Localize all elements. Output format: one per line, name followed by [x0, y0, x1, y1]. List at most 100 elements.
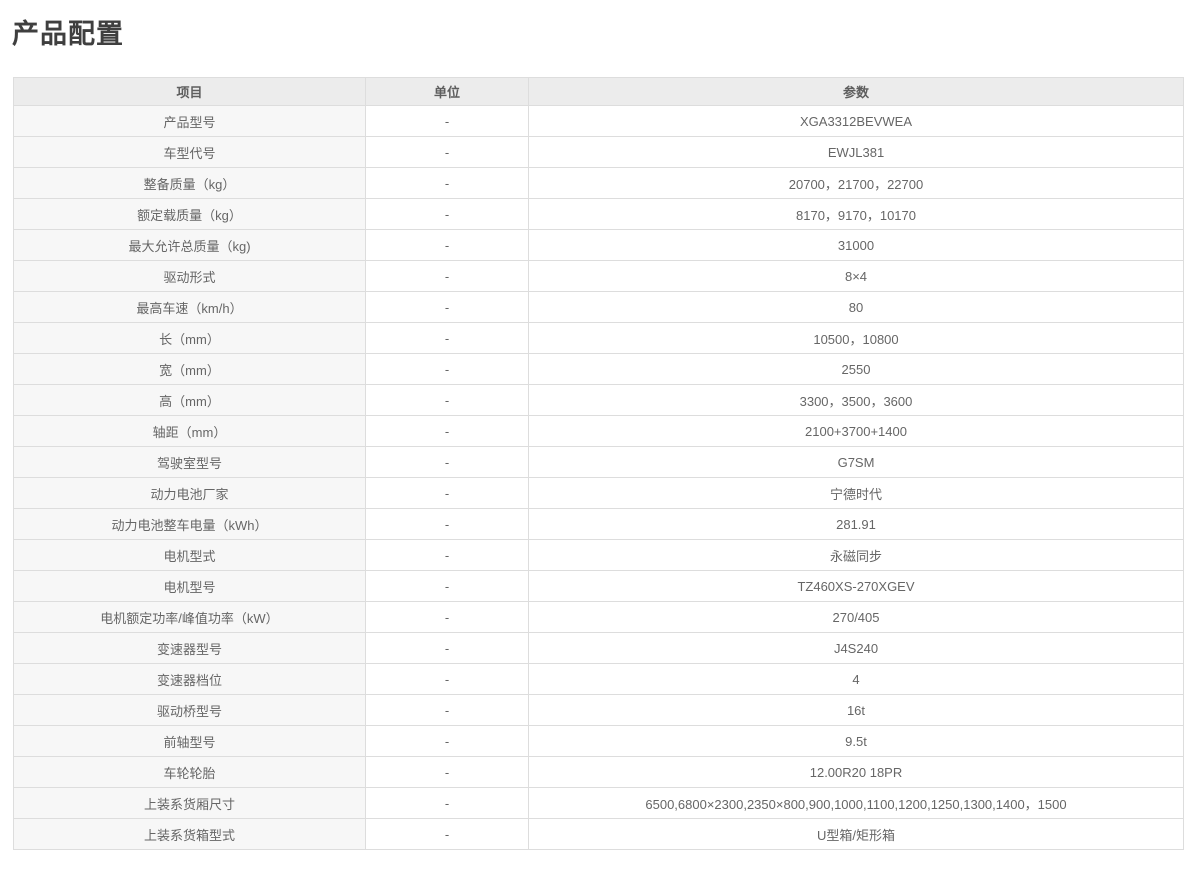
table-row: 电机额定功率/峰值功率（kW） -270/405	[13, 601, 1184, 633]
unit-cell: -	[365, 539, 529, 571]
value-cell: G7SM	[528, 446, 1184, 478]
item-cell: 驱动桥型号	[13, 694, 366, 726]
table-row: 产品型号 - XGA3312BEVWEA	[13, 105, 1184, 137]
unit-cell: -	[365, 136, 529, 168]
value-cell: 9.5t	[528, 725, 1184, 757]
item-cell: 车型代号	[13, 136, 366, 168]
table-row: 最大允许总质量（kg) -31000	[13, 229, 1184, 261]
table-row: 动力电池厂家 - 宁德时代	[13, 477, 1184, 509]
value-cell: 16t	[528, 694, 1184, 726]
item-cell: 上装系货厢尺寸	[13, 787, 366, 819]
unit-cell: -	[365, 818, 529, 850]
value-cell: 270/405	[528, 601, 1184, 633]
unit-cell: -	[365, 570, 529, 602]
column-header-unit: 单位	[365, 77, 529, 106]
unit-cell: -	[365, 477, 529, 509]
value-cell: 8170，9170，10170	[528, 198, 1184, 230]
table-row: 整备质量（kg） -20700，21700，22700	[13, 167, 1184, 199]
unit-cell: -	[365, 787, 529, 819]
item-cell: 产品型号	[13, 105, 366, 137]
unit-cell: -	[365, 415, 529, 447]
unit-cell: -	[365, 663, 529, 695]
item-cell: 最大允许总质量（kg)	[13, 229, 366, 261]
item-cell: 电机型号	[13, 570, 366, 602]
value-cell: 8×4	[528, 260, 1184, 292]
table-row: 轴距（mm） -2100+3700+1400	[13, 415, 1184, 447]
item-cell: 宽（mm）	[13, 353, 366, 385]
item-cell: 轴距（mm）	[13, 415, 366, 447]
table-row: 电机型号 - TZ460XS-270XGEV	[13, 570, 1184, 602]
table-row: 上装系货厢尺寸 -6500,6800×2300,2350×800,900,1000…	[13, 787, 1184, 819]
item-cell: 额定载质量（kg）	[13, 198, 366, 230]
item-cell: 高（mm）	[13, 384, 366, 416]
value-cell: 4	[528, 663, 1184, 695]
table-row: 动力电池整车电量（kWh） -281.91	[13, 508, 1184, 540]
table-row: 额定载质量（kg） -8170，9170，10170	[13, 198, 1184, 230]
table-row: 驾驶室型号 - G7SM	[13, 446, 1184, 478]
table-row: 变速器档位 -4	[13, 663, 1184, 695]
table-row: 长（mm） -10500，10800	[13, 322, 1184, 354]
unit-cell: -	[365, 105, 529, 137]
unit-cell: -	[365, 446, 529, 478]
table-row: 上装系货箱型式 - U型箱/矩形箱	[13, 818, 1184, 850]
value-cell: 3300，3500，3600	[528, 384, 1184, 416]
item-cell: 电机额定功率/峰值功率（kW）	[13, 601, 366, 633]
item-cell: 驾驶室型号	[13, 446, 366, 478]
unit-cell: -	[365, 229, 529, 261]
table-row: 驱动桥型号 -16t	[13, 694, 1184, 726]
product-spec-table: 项目 单位 参数 产品型号 - XGA3312BEVWEA 车型代号 - EWJL381 整…	[13, 77, 1184, 850]
table-header-row: 项目 单位 参数	[13, 77, 1184, 106]
table-row: 车轮轮胎 -12.00R20 18PR	[13, 756, 1184, 788]
value-cell: 12.00R20 18PR	[528, 756, 1184, 788]
item-cell: 驱动形式	[13, 260, 366, 292]
page-title: 产品配置	[12, 19, 124, 49]
value-cell: 80	[528, 291, 1184, 323]
unit-cell: -	[365, 694, 529, 726]
unit-cell: -	[365, 384, 529, 416]
unit-cell: -	[365, 198, 529, 230]
value-cell: J4S240	[528, 632, 1184, 664]
table-row: 前轴型号 -9.5t	[13, 725, 1184, 757]
item-cell: 电机型式	[13, 539, 366, 571]
item-cell: 变速器型号	[13, 632, 366, 664]
table-row: 电机型式 - 永磁同步	[13, 539, 1184, 571]
item-cell: 前轴型号	[13, 725, 366, 757]
item-cell: 上装系货箱型式	[13, 818, 366, 850]
unit-cell: -	[365, 725, 529, 757]
value-cell: XGA3312BEVWEA	[528, 105, 1184, 137]
unit-cell: -	[365, 167, 529, 199]
table-row: 最高车速（km/h） -80	[13, 291, 1184, 323]
item-cell: 长（mm）	[13, 322, 366, 354]
table-row: 宽（mm） -2550	[13, 353, 1184, 385]
value-cell: 6500,6800×2300,2350×800,900,1000,1100,12…	[528, 787, 1184, 819]
value-cell: 2550	[528, 353, 1184, 385]
unit-cell: -	[365, 260, 529, 292]
unit-cell: -	[365, 601, 529, 633]
unit-cell: -	[365, 508, 529, 540]
table-row: 车型代号 - EWJL381	[13, 136, 1184, 168]
table-row: 驱动形式 -8×4	[13, 260, 1184, 292]
item-cell: 动力电池整车电量（kWh）	[13, 508, 366, 540]
unit-cell: -	[365, 353, 529, 385]
column-header-value: 参数	[528, 77, 1184, 106]
unit-cell: -	[365, 322, 529, 354]
value-cell: 10500，10800	[528, 322, 1184, 354]
column-header-item: 项目	[13, 77, 366, 106]
unit-cell: -	[365, 632, 529, 664]
item-cell: 整备质量（kg）	[13, 167, 366, 199]
item-cell: 变速器档位	[13, 663, 366, 695]
unit-cell: -	[365, 291, 529, 323]
value-cell: 20700，21700，22700	[528, 167, 1184, 199]
table-body: 产品型号 - XGA3312BEVWEA 车型代号 - EWJL381 整备质量（kg） -2…	[13, 105, 1184, 850]
value-cell: 281.91	[528, 508, 1184, 540]
value-cell: 永磁同步	[528, 539, 1184, 571]
table-row: 变速器型号 - J4S240	[13, 632, 1184, 664]
value-cell: U型箱/矩形箱	[528, 818, 1184, 850]
item-cell: 动力电池厂家	[13, 477, 366, 509]
value-cell: EWJL381	[528, 136, 1184, 168]
value-cell: 31000	[528, 229, 1184, 261]
item-cell: 最高车速（km/h）	[13, 291, 366, 323]
value-cell: TZ460XS-270XGEV	[528, 570, 1184, 602]
table-row: 高（mm） -3300，3500，3600	[13, 384, 1184, 416]
